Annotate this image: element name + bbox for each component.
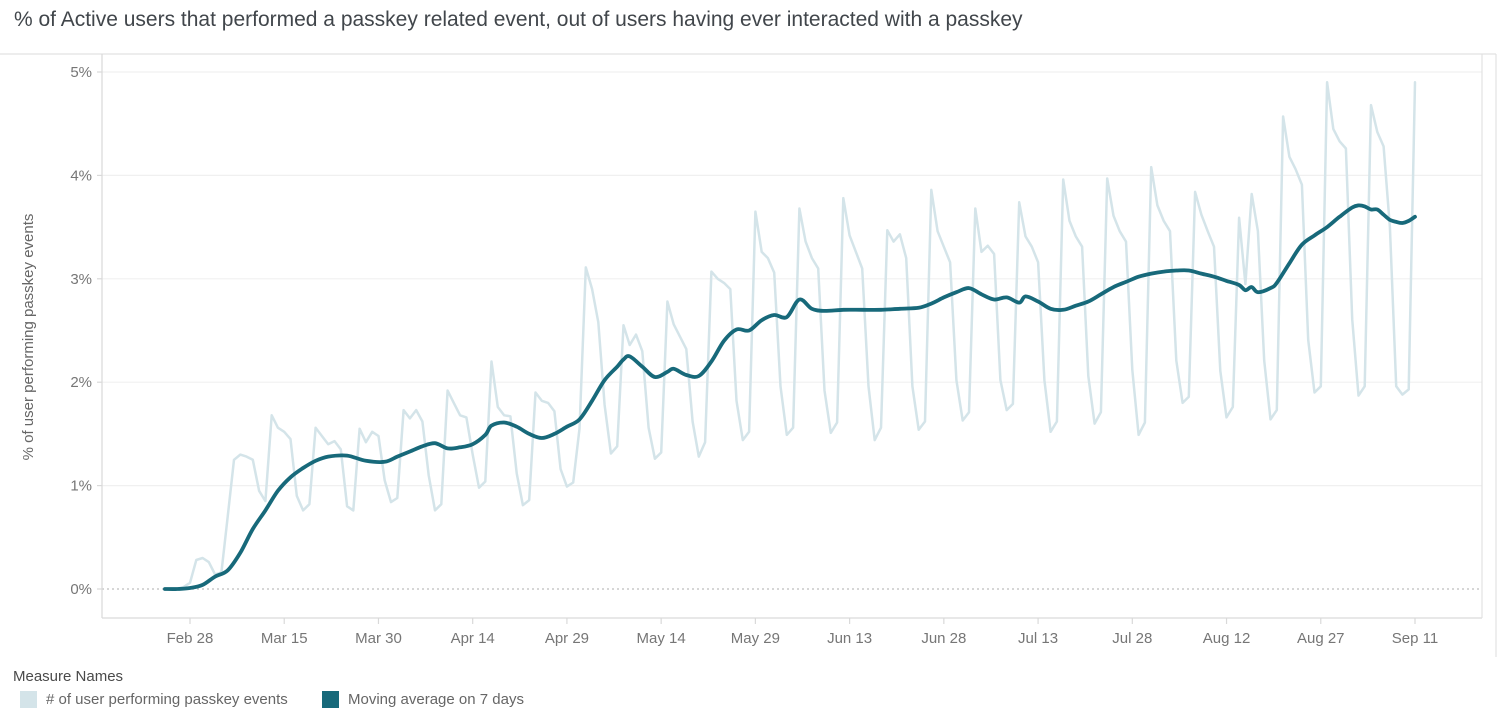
axis-labels: Feb 28 Mar 15 Mar 30 Apr 14 Apr 29 May 14 May … [20, 64, 1438, 647]
x-tick-label: Feb 28 [167, 630, 214, 647]
x-tick-label: Aug 27 [1297, 630, 1345, 647]
x-tick-label: Jun 13 [827, 630, 872, 647]
legend-swatch-daily-icon [20, 691, 37, 708]
legend-swatch-moving-average-icon [322, 691, 339, 708]
x-tick-label: May 29 [731, 630, 780, 647]
x-tick-label: Apr 29 [545, 630, 589, 647]
gridlines [102, 71, 1482, 590]
y-tick-label: 2% [70, 374, 92, 391]
x-tick-label: Jul 28 [1112, 630, 1152, 647]
legend-item-moving-average[interactable]: Moving average on 7 days [322, 691, 524, 708]
legend-label-moving-average: Moving average on 7 days [348, 691, 524, 708]
series-lines [163, 81, 1417, 591]
legend-item-daily-series[interactable]: # of user performing passkey events [20, 691, 288, 708]
legend-title: Measure Names [13, 668, 124, 685]
y-tick-label: 4% [70, 167, 92, 184]
y-axis-title: % of user performing passkey events [20, 214, 37, 461]
x-tick-label: Jul 13 [1018, 630, 1058, 647]
axes-frame [0, 53, 1497, 657]
x-tick-label: Jun 28 [921, 630, 966, 647]
page-title: % of Active users that performed a passk… [14, 8, 1023, 31]
daily-series-line [163, 81, 1417, 591]
x-tick-label: Mar 15 [261, 630, 308, 647]
moving-average-line [163, 203, 1417, 591]
y-tick-label: 5% [70, 64, 92, 81]
y-tick-label: 3% [70, 271, 92, 288]
x-tick-label: Apr 14 [451, 630, 495, 647]
axis-ticks [97, 71, 1416, 624]
x-tick-label: Aug 12 [1203, 630, 1251, 647]
x-tick-label: May 14 [637, 630, 686, 647]
legend-label-daily: # of user performing passkey events [46, 691, 288, 708]
x-tick-label: Sep 11 [1392, 630, 1438, 647]
y-tick-label: 1% [70, 478, 92, 495]
y-tick-label: 0% [70, 581, 92, 598]
x-tick-label: Mar 30 [355, 630, 402, 647]
